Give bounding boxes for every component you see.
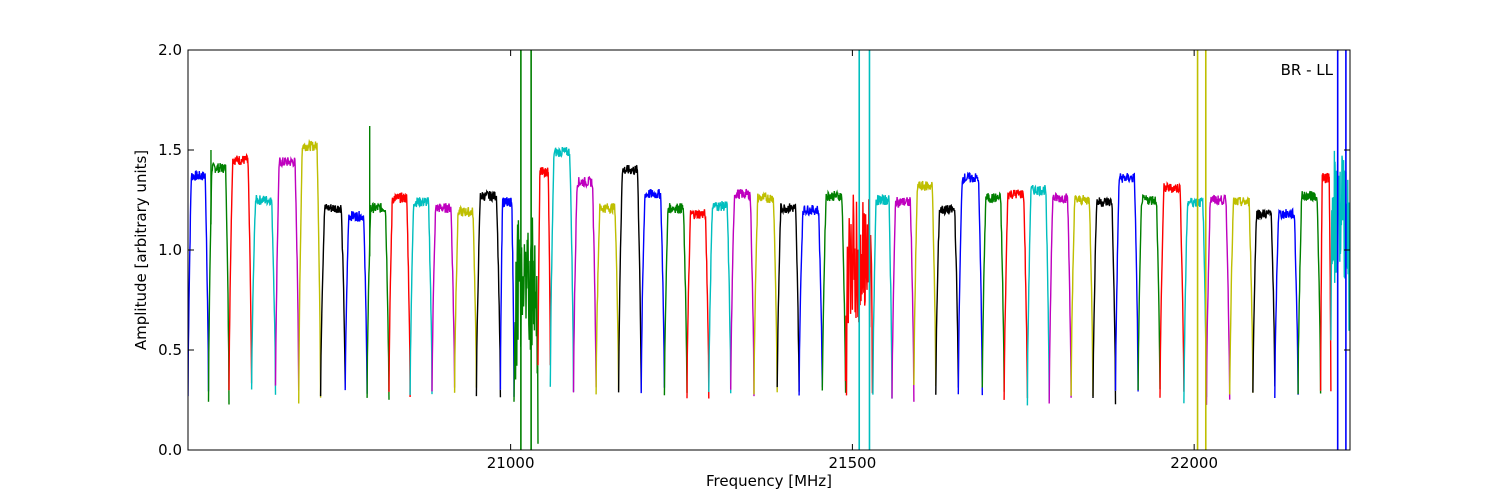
y-tick-label-4: 2.0 <box>158 41 182 59</box>
annotation-label: BR - LL <box>1281 61 1334 79</box>
channel-trace-8 <box>366 201 390 400</box>
channel-trace-45 <box>1183 197 1208 404</box>
channel-trace-33 <box>913 180 937 387</box>
channel-trace-28 <box>798 205 823 396</box>
y-tick-label-2: 1.0 <box>158 241 182 259</box>
channel-trace-44 <box>1159 181 1185 398</box>
channel-trace-23 <box>686 209 710 399</box>
channel-trace-12 <box>453 204 478 393</box>
channel-trace-35 <box>957 171 983 396</box>
channel-trace-42 <box>1114 172 1139 392</box>
channel-trace-34 <box>935 203 959 395</box>
channel-trace-37 <box>1003 189 1029 400</box>
series-layer <box>188 50 1350 450</box>
channel-trace-7 <box>344 210 368 394</box>
channel-trace-36 <box>981 191 1005 392</box>
channel-trace-18 <box>572 175 597 393</box>
channel-trace-24 <box>708 200 732 394</box>
channel-trace-27 <box>776 203 800 392</box>
channel-trace-15 <box>513 217 539 444</box>
channel-trace-21 <box>640 189 666 394</box>
channel-trace-22 <box>663 203 688 396</box>
channel-trace-9 <box>388 192 411 398</box>
x-tick-label-0: 21000 <box>487 454 535 472</box>
axis-ticks: 21000 21500 22000 0.0 0.5 1.0 1.5 2.0 <box>158 41 1350 472</box>
channel-trace-43 <box>1137 194 1161 391</box>
channel-trace-52 <box>1330 150 1350 341</box>
channel-trace-41 <box>1092 196 1117 405</box>
channel-trace-3 <box>250 195 277 395</box>
channel-trace-46 <box>1205 193 1231 405</box>
y-tick-label-0: 0.0 <box>158 441 182 459</box>
channel-trace-26 <box>753 191 778 395</box>
channel-trace-47 <box>1228 196 1254 395</box>
x-tick-label-2: 22000 <box>1170 454 1218 472</box>
channel-trace-40 <box>1070 194 1094 397</box>
plot-frame <box>187 49 1351 451</box>
channel-trace-10 <box>409 197 433 396</box>
x-axis-title: Frequency [MHz] <box>706 472 832 490</box>
channel-trace-14 <box>499 197 515 397</box>
channel-trace-19 <box>595 203 620 395</box>
channel-trace-13 <box>475 188 502 398</box>
channel-trace-0 <box>188 169 210 397</box>
channel-trace-5 <box>298 138 322 404</box>
channel-trace-50 <box>1297 190 1322 395</box>
channel-trace-6 <box>319 203 346 397</box>
channel-trace-4 <box>274 155 300 391</box>
channel-trace-32 <box>891 196 915 402</box>
channel-trace-20 <box>617 164 642 393</box>
channel-trace-31 <box>872 193 893 399</box>
channel-trace-16 <box>537 167 551 366</box>
x-tick-label-1: 21500 <box>829 454 877 472</box>
channel-trace-39 <box>1048 191 1072 404</box>
y-axis-title: Amplitude [arbitrary units] <box>132 150 150 350</box>
channel-trace-17 <box>549 146 575 392</box>
channel-trace-38 <box>1026 184 1050 406</box>
y-tick-label-3: 1.5 <box>158 141 182 159</box>
channel-trace-1 <box>207 161 230 405</box>
channel-trace-48 <box>1252 208 1276 393</box>
channel-trace-49 <box>1274 207 1299 399</box>
y-tick-label-1: 0.5 <box>158 341 182 359</box>
channel-trace-51 <box>1319 172 1332 392</box>
channel-trace-29 <box>821 189 847 393</box>
channel-trace-25 <box>730 188 755 397</box>
channel-trace-2 <box>228 152 253 391</box>
channel-trace-11 <box>431 203 456 392</box>
